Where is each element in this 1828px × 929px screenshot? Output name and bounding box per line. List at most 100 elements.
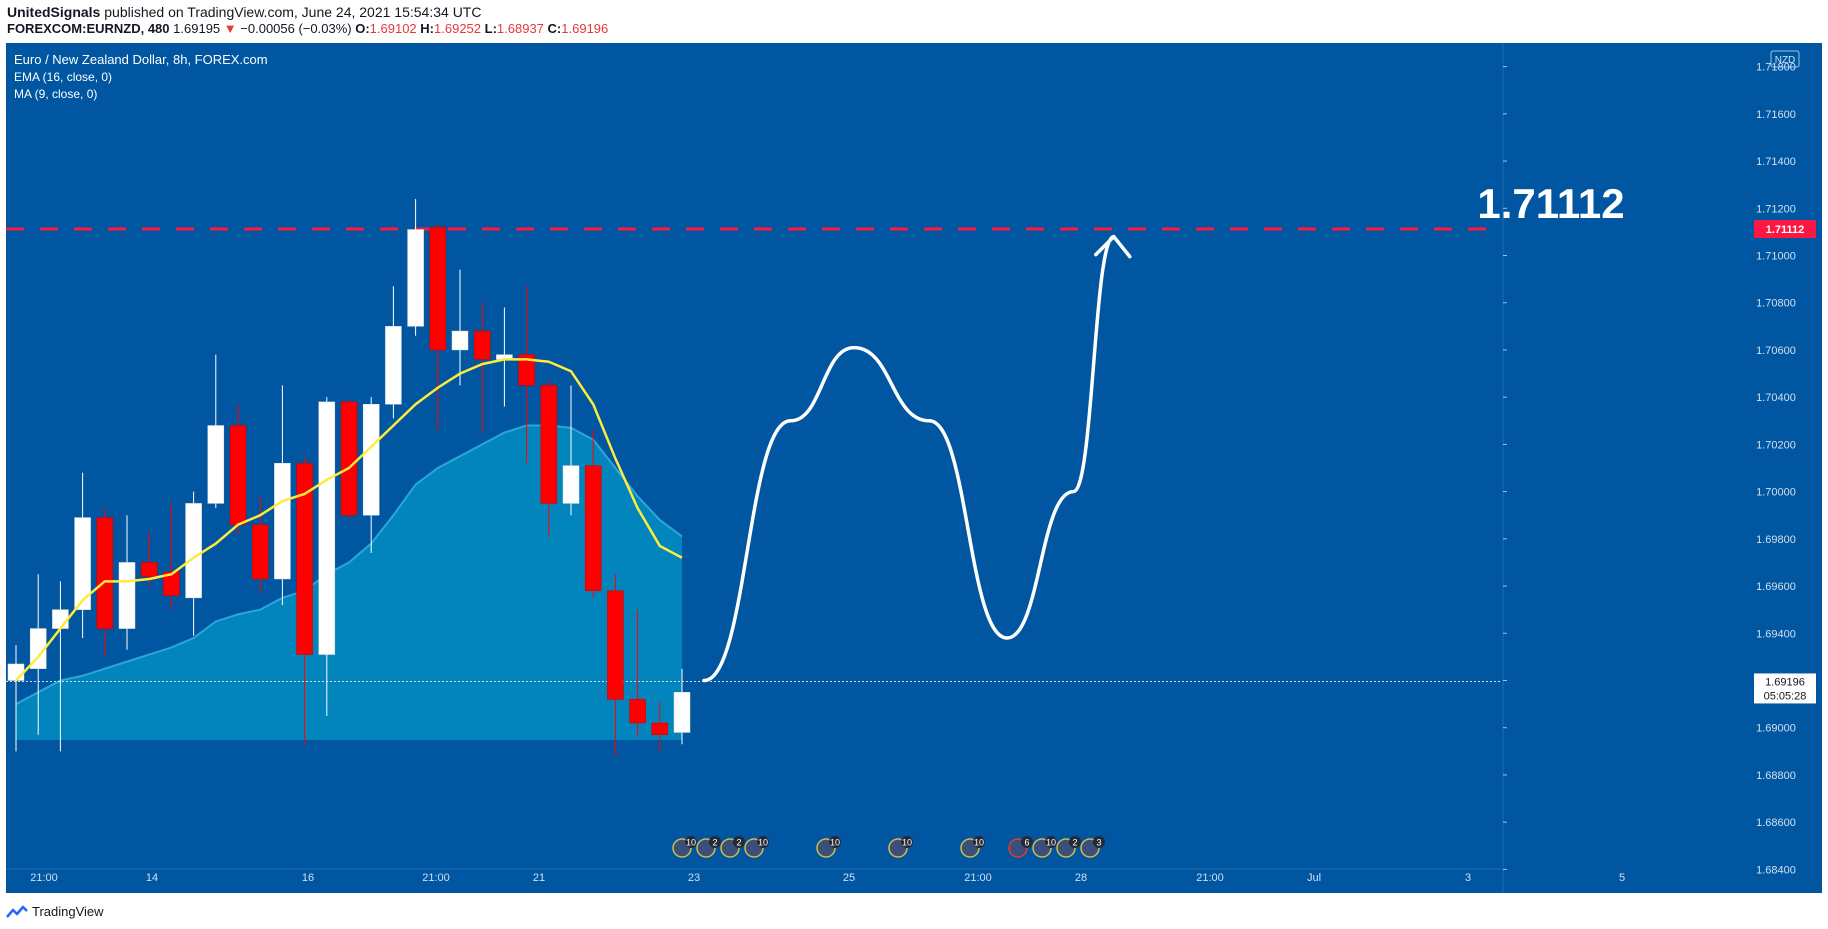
- legend-ema[interactable]: EMA (16, close, 0): [14, 70, 112, 84]
- event-count: 10: [686, 838, 696, 848]
- price-tick-label: 1.71600: [1756, 109, 1796, 121]
- bear-candle-body: [629, 699, 646, 724]
- event-marker: 2: [696, 836, 721, 858]
- event-count: 10: [758, 838, 768, 848]
- footer-brand-label: TradingView: [32, 904, 104, 919]
- event-count: 10: [1046, 838, 1056, 848]
- candle: [562, 385, 580, 516]
- price-tick-label: 1.69800: [1756, 534, 1796, 546]
- footer-brand[interactable]: TradingView: [6, 904, 104, 919]
- event-count-badge: [901, 836, 913, 848]
- bull-candle-body: [362, 404, 380, 516]
- event-count-badge: [757, 836, 769, 848]
- event-count: 2: [712, 838, 717, 848]
- last-price: 1.69195: [173, 21, 221, 36]
- publish-info: UnitedSignals published on TradingView.c…: [7, 4, 481, 20]
- candle: [407, 198, 424, 336]
- bull-candle-body: [7, 663, 25, 681]
- bear-candle-body: [584, 465, 602, 592]
- event-marker: 10: [744, 836, 769, 858]
- plot-layer: 10 2 2 10 10 10 10 6 10 2 3: [6, 198, 1501, 858]
- symbol-label: FOREXCOM:EURNZD, 480: [7, 21, 170, 36]
- time-tick-label: 21:00: [30, 872, 58, 884]
- event-count-badge: [733, 836, 745, 848]
- price-tick-label: 1.68400: [1756, 864, 1796, 876]
- time-tick-label: Jul: [1307, 872, 1321, 884]
- time-tick-label: 25: [843, 872, 855, 884]
- event-marker: 10: [672, 836, 697, 858]
- event-marker: 10: [960, 836, 985, 858]
- countdown-text: 05:05:28: [1764, 690, 1807, 702]
- ema-area: [16, 425, 682, 740]
- bull-candle-body: [207, 425, 225, 504]
- price-chart[interactable]: 10 2 2 10 10 10 10 6 10 2 3 Euro / New Zealand Dol…: [6, 43, 1822, 893]
- event-count: 6: [1024, 838, 1029, 848]
- bull-candle-body: [407, 229, 424, 327]
- candle: [651, 701, 669, 752]
- projection-arrowhead-icon: [1094, 234, 1132, 259]
- candle: [362, 397, 380, 553]
- time-tick-label: 21:00: [964, 872, 992, 884]
- bull-candle-body: [185, 503, 202, 599]
- price-tick-label: 1.70600: [1756, 345, 1796, 357]
- event-marker: 2: [720, 836, 745, 858]
- time-axis[interactable]: 21:00 14 16 21:00 21 23 25 21:00 28 21:00 Jul 3 5: [6, 868, 1625, 884]
- target-label: 1.71112: [1477, 180, 1624, 227]
- candle: [318, 397, 336, 716]
- event-count-badge: [685, 836, 697, 848]
- candle: [518, 286, 535, 464]
- low-label: L:: [484, 21, 497, 36]
- candle: [584, 430, 602, 598]
- event-count: 10: [974, 838, 984, 848]
- bear-candle-body: [140, 562, 158, 577]
- price-tick-label: 1.68600: [1756, 817, 1796, 829]
- price-tick-label: 1.69400: [1756, 628, 1796, 640]
- event-marker: 6: [1008, 836, 1033, 858]
- event-count-badge: [1069, 836, 1081, 848]
- close-value: 1.69196: [561, 21, 609, 36]
- event-marker: 10: [1032, 836, 1057, 858]
- candle: [540, 380, 558, 537]
- bear-candle-body: [473, 330, 491, 360]
- target-price-tag: 1.71112: [1754, 220, 1816, 239]
- price-tick-label: 1.69000: [1756, 723, 1796, 735]
- bear-candle-body: [429, 226, 447, 351]
- time-tick-label: 28: [1075, 872, 1087, 884]
- price-tick-label: 1.69600: [1756, 581, 1796, 593]
- price-tick-label: 1.70400: [1756, 392, 1796, 404]
- price-tick-label: 1.71000: [1756, 251, 1796, 263]
- low-value: 1.68937: [496, 21, 544, 36]
- event-count-badge: [1045, 836, 1057, 848]
- candle: [451, 269, 469, 386]
- bear-candle-body: [296, 463, 313, 655]
- author-name[interactable]: UnitedSignals: [7, 4, 101, 20]
- event-count: 10: [830, 838, 840, 848]
- open-value: 1.69102: [369, 21, 417, 36]
- legend-title: Euro / New Zealand Dollar, 8h, FOREX.com: [14, 52, 268, 67]
- time-tick-label: 3: [1465, 872, 1471, 884]
- legend-ma[interactable]: MA (9, close, 0): [14, 87, 97, 101]
- currency-label: NZD: [1775, 55, 1796, 66]
- price-tick-label: 1.68800: [1756, 770, 1796, 782]
- candle: [274, 385, 291, 605]
- bear-candle-body: [96, 517, 114, 629]
- down-arrow-icon: ▼: [223, 21, 237, 36]
- last-price-tag-text: 1.69196: [1765, 676, 1805, 688]
- bear-candle-body: [540, 385, 558, 504]
- open-label: O:: [355, 21, 370, 36]
- time-tick-label: 21:00: [1196, 872, 1224, 884]
- bull-candle-body: [52, 609, 69, 629]
- candle: [385, 286, 402, 419]
- event-count-badge: [1021, 836, 1033, 848]
- bull-candle-body: [118, 562, 136, 629]
- last-price-tag: 1.69196 05:05:28: [1754, 673, 1816, 704]
- bear-candle-body: [518, 354, 535, 386]
- quote-bar: FOREXCOM:EURNZD, 480 1.69195 ▼ −0.00056 …: [7, 21, 608, 36]
- candle: [140, 531, 158, 587]
- candle: [429, 224, 447, 431]
- time-tick-label: 21: [533, 872, 545, 884]
- publish-date: published on TradingView.com, June 24, 2…: [104, 4, 482, 20]
- tradingview-logo-icon: [6, 905, 28, 918]
- price-tick-label: 1.70200: [1756, 439, 1796, 451]
- price-change: −0.00056 (−0.03%): [240, 21, 352, 36]
